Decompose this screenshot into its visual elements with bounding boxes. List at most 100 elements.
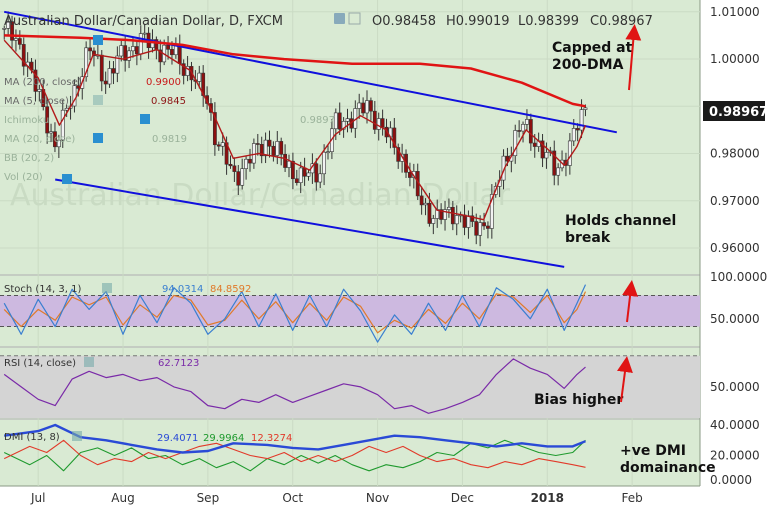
candle-body <box>372 110 377 130</box>
candle-body <box>505 155 510 162</box>
candle-body <box>306 172 311 177</box>
time-tick-label: 2018 <box>531 491 564 505</box>
candle-body <box>158 49 163 63</box>
candle-body <box>290 160 295 180</box>
candle-body <box>294 178 299 183</box>
candle-body <box>579 109 584 131</box>
candle-body <box>322 151 327 175</box>
candle-body <box>532 142 537 147</box>
price-tick-label: 1.01000 <box>710 5 760 19</box>
settings-icon[interactable] <box>102 283 112 293</box>
candle-body <box>474 221 479 236</box>
candle-body <box>361 102 366 114</box>
time-tick-label: Aug <box>111 491 134 505</box>
candle-body <box>521 124 525 132</box>
candle-body <box>486 225 490 229</box>
price-tick-label: 1.00000 <box>710 52 760 66</box>
candle-body <box>251 143 256 164</box>
candle-body <box>53 131 57 148</box>
candle-body <box>88 47 92 52</box>
dmi-tick-label: 0.0000 <box>710 473 752 487</box>
settings-icon[interactable] <box>72 431 82 441</box>
candle-body <box>470 215 475 222</box>
last-price-tag: 0.98967 <box>709 105 768 120</box>
candle-body <box>111 68 116 74</box>
hide-icon[interactable] <box>93 35 103 45</box>
candle-body <box>6 21 11 29</box>
candle-body <box>525 119 529 125</box>
candle-body <box>60 109 65 141</box>
candle-body <box>345 118 350 122</box>
rsi-line <box>3 358 586 414</box>
rsi-legend-label: RSI (14, close) <box>4 358 76 369</box>
candle-body <box>478 222 483 236</box>
settings-icon[interactable] <box>93 133 103 143</box>
annotation-holds-line2: break <box>565 230 611 246</box>
candle-body <box>142 32 147 35</box>
ma5-legend-value: 0.9845 <box>151 96 186 107</box>
candle-body <box>123 45 128 61</box>
rsi-band <box>0 355 700 418</box>
last-price-tag-bg <box>703 101 765 121</box>
symbol-title: Australian Dollar/Canadian Dollar, D, FX… <box>4 14 283 29</box>
candle-body <box>138 33 143 55</box>
ohlc-open: O0.98458 <box>372 14 436 29</box>
settings-icon[interactable] <box>62 174 72 184</box>
candle-body <box>583 107 588 110</box>
dmi-legend-label: DMI (13, 8) <box>4 432 60 443</box>
candle-body <box>318 173 323 183</box>
annotation-positive-dmi-line1: +ve DMI <box>620 443 686 459</box>
candle-body <box>107 68 112 85</box>
candle-body <box>450 206 455 225</box>
annotation-bias-higher: Bias higher <box>534 392 623 408</box>
candle-body <box>170 49 174 56</box>
candle-body <box>134 46 139 55</box>
indicator-legend: MA (200, close) 0.9900 MA (5, close) 0.9… <box>4 35 335 184</box>
rsi-value: 62.7123 <box>158 358 199 369</box>
channel-lower-line <box>55 178 565 268</box>
ma5-legend-label: MA (5, close) <box>4 96 69 107</box>
price-tick-label: 0.97000 <box>710 194 760 208</box>
candle-body <box>10 21 14 41</box>
ma5-line <box>3 39 587 221</box>
hide-icon[interactable] <box>93 95 103 105</box>
candle-body <box>263 139 268 157</box>
stoch-k-line <box>3 284 587 343</box>
candle-body <box>33 69 38 92</box>
candle-body <box>333 112 338 130</box>
candle-body <box>489 194 494 229</box>
candle-body <box>244 158 248 169</box>
candle-body <box>314 163 319 183</box>
candle-body <box>392 127 397 148</box>
dmi-adx-line <box>4 423 586 454</box>
settings-icon[interactable] <box>140 114 150 124</box>
candle-body <box>248 158 252 164</box>
stoch-tick-label: 50.0000 <box>710 312 760 326</box>
price-tick-label: 0.96000 <box>710 241 760 255</box>
candle-body <box>287 160 291 168</box>
candle-body <box>443 209 447 220</box>
candle-body <box>439 209 444 220</box>
settings-icon[interactable] <box>84 357 94 367</box>
ohlc-low: L0.98399 <box>518 14 579 29</box>
candle-body <box>240 168 245 186</box>
ma20-legend-value: 0.9819 <box>152 134 187 145</box>
candle-body <box>236 171 241 186</box>
candle-body <box>540 140 545 159</box>
candle-body <box>396 147 401 162</box>
time-tick-label: Dec <box>451 491 474 505</box>
candle-body <box>220 142 225 147</box>
dmi-plus-di-value: 29.9964 <box>203 433 244 444</box>
dmi-minus-di-line <box>3 439 586 469</box>
candle-body <box>14 38 18 41</box>
settings-icon[interactable] <box>334 13 345 24</box>
ichimoku-legend-label: Ichimoku <box>4 115 49 126</box>
candle-body <box>131 46 135 52</box>
candle-body <box>462 214 467 228</box>
candle-body <box>212 112 217 146</box>
candle-body <box>279 141 284 155</box>
candle-body <box>575 128 580 131</box>
ohlc-toggle-icon[interactable] <box>348 12 361 25</box>
stoch-d-value: 84.8592 <box>210 284 251 295</box>
stoch-top-tick-label: 100.0000 <box>710 270 767 284</box>
